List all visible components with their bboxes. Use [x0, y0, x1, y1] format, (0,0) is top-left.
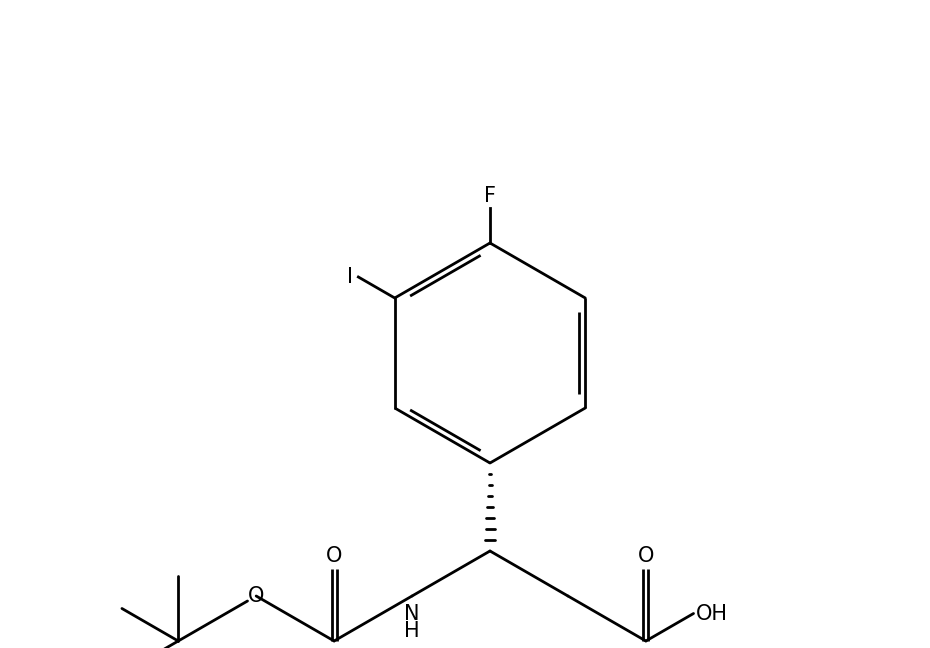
Text: O: O: [326, 546, 342, 566]
Text: I: I: [348, 267, 353, 287]
Text: O: O: [638, 546, 654, 566]
Text: O: O: [248, 586, 264, 606]
Text: H: H: [405, 621, 419, 641]
Text: F: F: [484, 186, 496, 206]
Text: OH: OH: [696, 603, 727, 623]
Text: N: N: [405, 604, 419, 624]
